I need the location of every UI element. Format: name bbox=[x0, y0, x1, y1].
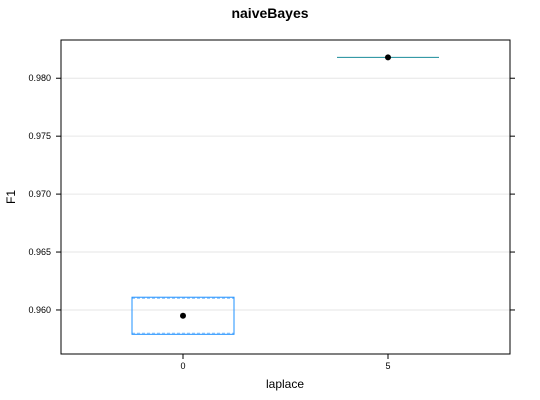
y-axis: 0.960 0.965 0.970 0.975 0.980 bbox=[28, 73, 515, 315]
box-group bbox=[131, 54, 439, 335]
y-tick-label: 0.980 bbox=[28, 73, 51, 83]
y-tick-label: 0.975 bbox=[28, 131, 51, 141]
x-tick-label: 0 bbox=[180, 361, 185, 371]
y-tick-label: 0.970 bbox=[28, 189, 51, 199]
plot-frame bbox=[60, 39, 511, 355]
x-tick-label: 5 bbox=[385, 361, 390, 371]
box-0 bbox=[131, 296, 235, 335]
median-point bbox=[180, 312, 186, 319]
y-tick-label: 0.960 bbox=[28, 305, 51, 315]
y-tick-label: 0.965 bbox=[28, 247, 51, 257]
median-point bbox=[385, 54, 391, 61]
chart-title: naiveBayes bbox=[231, 5, 308, 21]
x-axis-title: laplace bbox=[266, 377, 304, 391]
y-axis-title: F1 bbox=[4, 190, 18, 204]
grid-lines bbox=[61, 77, 510, 311]
